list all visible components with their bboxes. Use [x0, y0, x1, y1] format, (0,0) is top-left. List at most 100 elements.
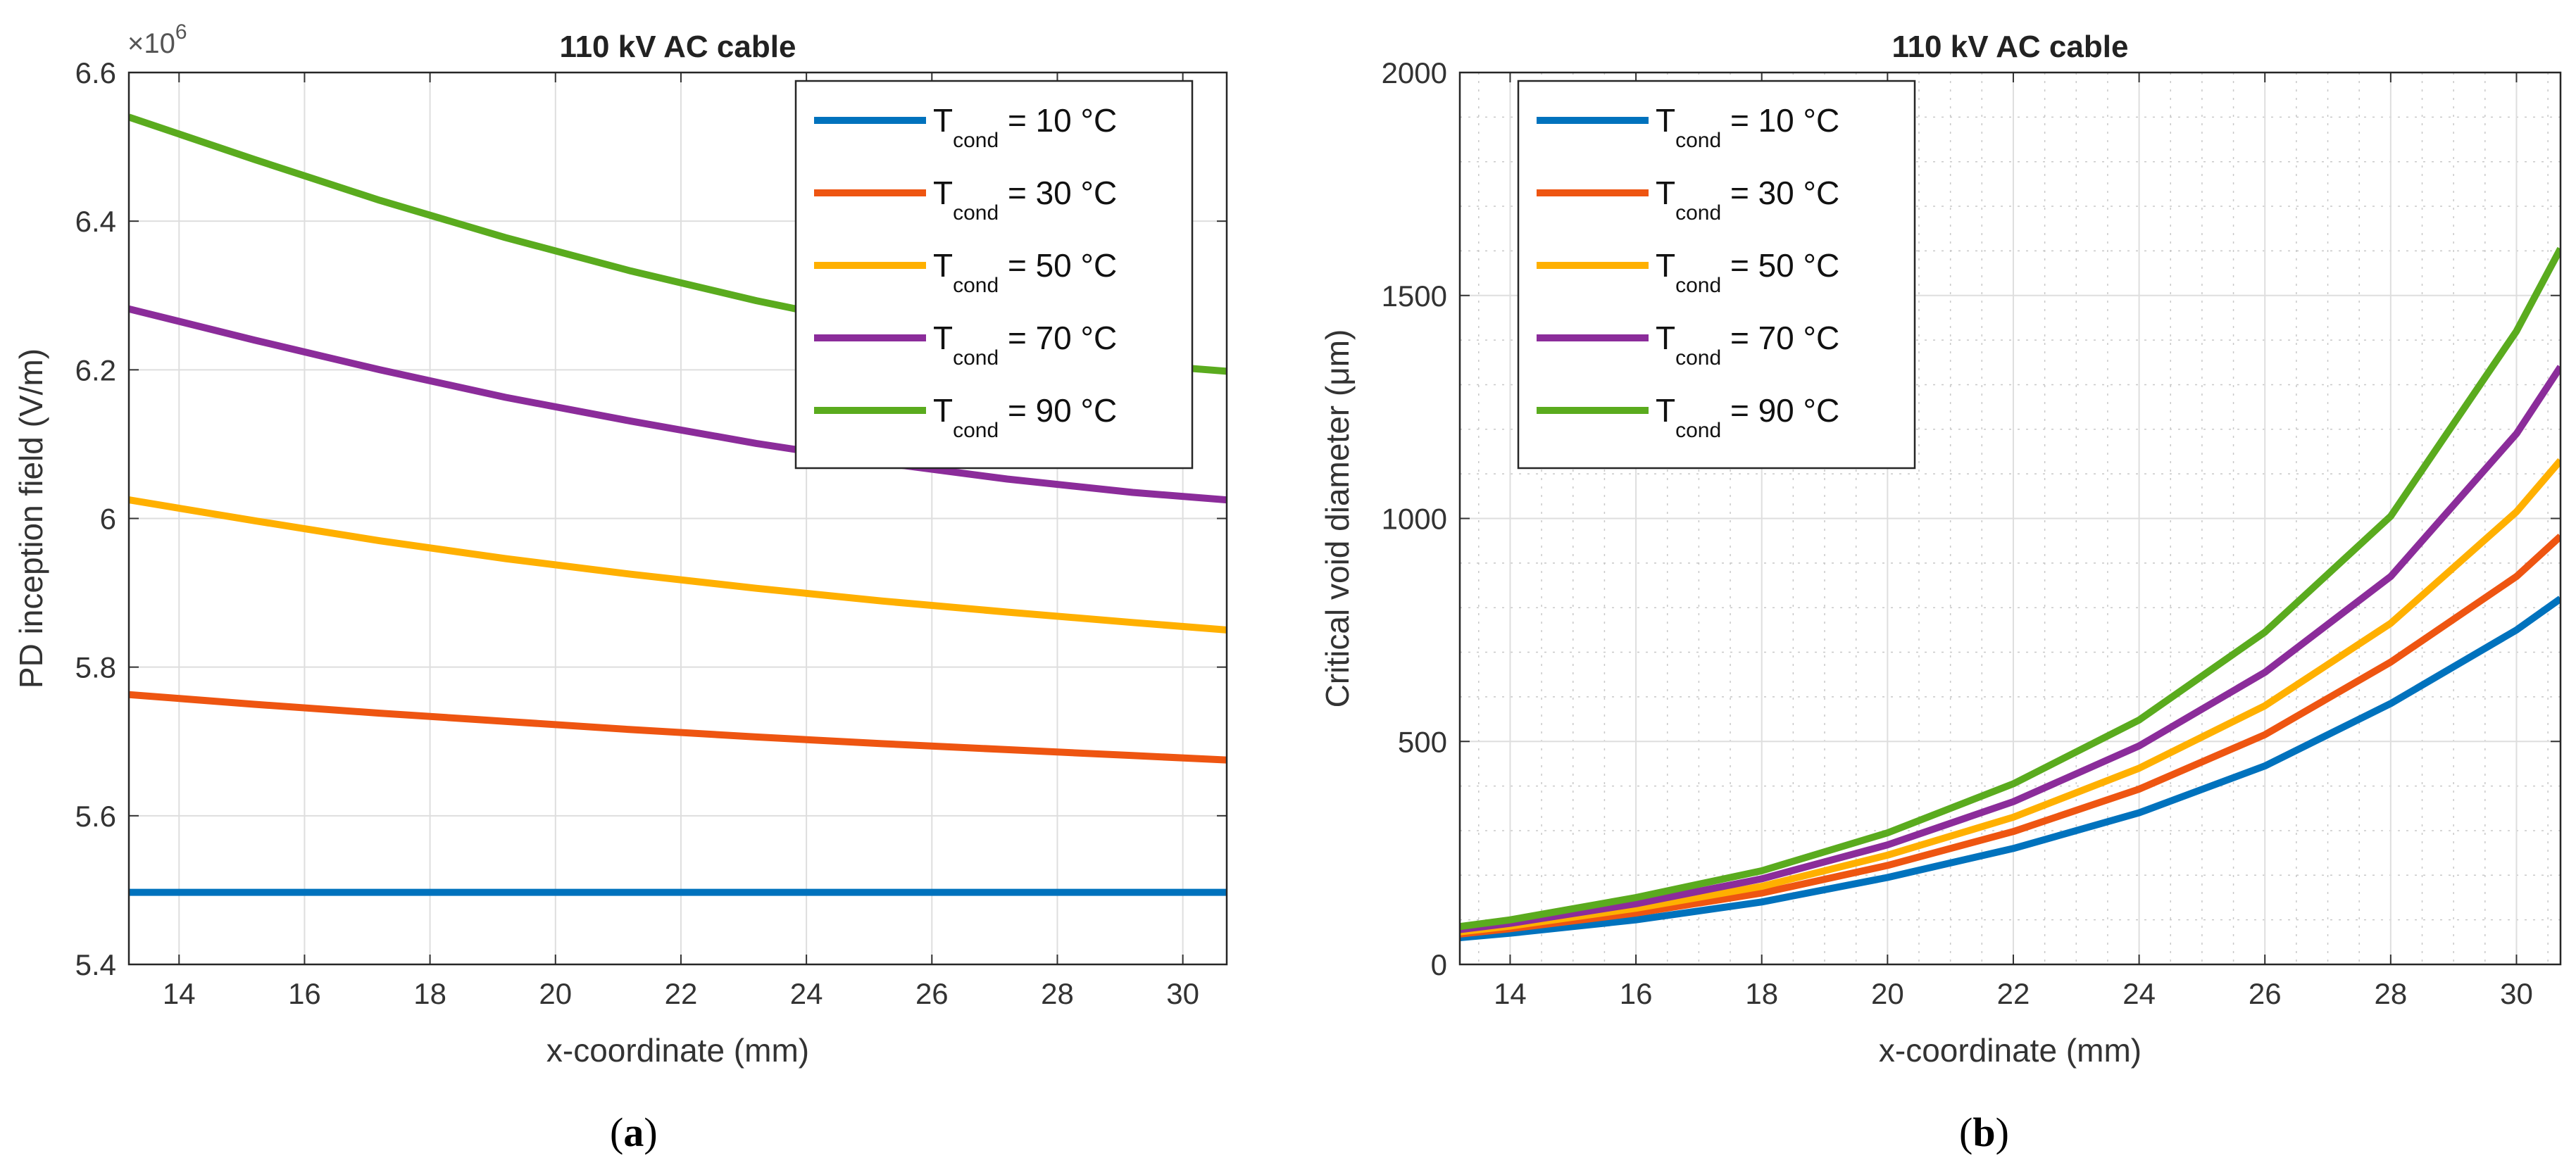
panel-caption: (a) — [610, 1109, 658, 1155]
x-tick-label: 18 — [1745, 977, 1778, 1010]
legend-label-suffix: = 70 °C — [1721, 320, 1839, 356]
panel-caption: (b) — [1959, 1109, 2009, 1155]
y-tick-label: 6.2 — [75, 353, 116, 386]
x-tick-label: 22 — [665, 977, 698, 1010]
x-tick-label: 24 — [790, 977, 823, 1010]
legend-label-3: Tcond = 70 °C — [933, 320, 1117, 370]
series-line-2 — [129, 496, 1227, 634]
chart-title: 110 kV AC cable — [1892, 30, 2129, 64]
legend-label-suffix: = 90 °C — [1721, 392, 1839, 429]
legend-label-main: T — [933, 392, 953, 429]
legend-label-main: T — [1656, 247, 1675, 284]
legend-label-suffix: = 30 °C — [1721, 175, 1839, 211]
y-exponent: ×106 — [127, 20, 187, 59]
legend-label-suffix: = 10 °C — [999, 102, 1117, 139]
legend-label-main: T — [1656, 320, 1675, 356]
legend-label-main: T — [1656, 102, 1675, 139]
legend-label-suffix: = 30 °C — [999, 175, 1117, 211]
series-line-1 — [129, 691, 1227, 764]
legend-label-subscript: cond — [1675, 201, 1721, 225]
series-group — [129, 113, 1227, 896]
series-line-0 — [1460, 596, 2561, 941]
legend-label-subscript: cond — [1675, 129, 1721, 152]
axes-box — [127, 71, 1228, 966]
x-tick-label: 22 — [1997, 977, 2030, 1010]
series-line-2 — [1460, 458, 2561, 936]
series-group — [1460, 246, 2561, 941]
y-tick-label: 6.4 — [75, 205, 116, 238]
legend-label-0: Tcond = 10 °C — [1656, 102, 1839, 152]
caption-close: ) — [644, 1109, 657, 1155]
y-axis-label: PD inception field (V/m) — [13, 348, 49, 688]
series-line-4 — [1460, 246, 2561, 931]
series-line-3 — [129, 305, 1227, 504]
legend-label-subscript: cond — [953, 419, 999, 442]
legend-label-suffix: = 50 °C — [1721, 247, 1839, 284]
y-tick-label: 1500 — [1382, 279, 1447, 313]
legend-label-2: Tcond = 50 °C — [1656, 247, 1839, 297]
legend-label-subscript: cond — [1675, 419, 1721, 442]
y-tick-label: 5.6 — [75, 800, 116, 833]
legend-label-1: Tcond = 30 °C — [933, 175, 1117, 225]
y-tick-label: 6 — [100, 503, 116, 536]
legend-label-main: T — [933, 247, 953, 284]
legend-label-subscript: cond — [953, 129, 999, 152]
legend-label-subscript: cond — [953, 346, 999, 370]
series-line-3 — [1460, 365, 2561, 933]
y-tick-label: 5.4 — [75, 948, 116, 981]
x-tick-label: 28 — [2374, 977, 2407, 1010]
legend-label-subscript: cond — [1675, 346, 1721, 370]
x-tick-label: 14 — [1494, 977, 1527, 1010]
axes-box — [1458, 71, 2562, 966]
legend-label-suffix: = 50 °C — [999, 247, 1117, 284]
y-tick-label: 1000 — [1382, 503, 1447, 536]
y-tick-label: 500 — [1398, 725, 1447, 758]
legend-label-4: Tcond = 90 °C — [1656, 392, 1839, 442]
x-tick-label: 20 — [1871, 977, 1904, 1010]
y-tick-label: 5.8 — [75, 651, 116, 684]
caption-close: ) — [1996, 1109, 2009, 1155]
caption-open: ( — [1959, 1109, 1972, 1155]
series-line-1 — [1460, 534, 2561, 938]
x-tick-label: 18 — [413, 977, 446, 1010]
legend-label-0: Tcond = 10 °C — [933, 102, 1117, 152]
x-tick-label: 30 — [2500, 977, 2533, 1010]
x-tick-label: 20 — [539, 977, 572, 1010]
caption-open: ( — [610, 1109, 623, 1155]
y-tick-label: 0 — [1431, 948, 1447, 981]
y-exponent-base: ×10 — [127, 28, 175, 59]
x-tick-label: 26 — [915, 977, 949, 1010]
x-tick-label: 16 — [1620, 977, 1653, 1010]
legend-label-main: T — [933, 320, 953, 356]
x-tick-label: 26 — [2249, 977, 2282, 1010]
legend-label-suffix: = 90 °C — [999, 392, 1117, 429]
y-tick-label: 6.6 — [75, 56, 116, 89]
legend-label-1: Tcond = 30 °C — [1656, 175, 1839, 225]
x-tick-label: 24 — [2122, 977, 2156, 1010]
legend-label-subscript: cond — [953, 201, 999, 225]
legend-box — [794, 80, 1194, 470]
legend-label-suffix: = 10 °C — [1721, 102, 1839, 139]
chart-title: 110 kV AC cable — [560, 30, 796, 64]
legend-label-2: Tcond = 50 °C — [933, 247, 1117, 297]
caption-letter: a — [623, 1109, 644, 1155]
legend-label-main: T — [933, 175, 953, 211]
x-tick-label: 14 — [163, 977, 196, 1010]
chart-panel-a: 14 16 18 20 22 24 26 28 30 5.4 5.6 5.8 6 6.2 6.4 6.6 110… — [13, 20, 1228, 1155]
legend-label-main: T — [1656, 392, 1675, 429]
x-tick-label: 28 — [1041, 977, 1074, 1010]
y-axis-label: Critical void diameter (μm) — [1319, 329, 1356, 708]
legend-label-main: T — [933, 102, 953, 139]
legend-label-subscript: cond — [953, 274, 999, 297]
chart-panel-b: 14 16 18 20 22 24 26 28 30 0 500 1000 1500 2000 110 kV… — [1319, 30, 2562, 1155]
x-axis-label: x-coordinate (mm) — [1879, 1032, 2142, 1069]
legend-label-suffix: = 70 °C — [999, 320, 1117, 356]
legend-label-main: T — [1656, 175, 1675, 211]
caption-letter: b — [1972, 1109, 1995, 1155]
legend-label-3: Tcond = 70 °C — [1656, 320, 1839, 370]
y-tick-label: 2000 — [1382, 56, 1447, 89]
x-axis-label: x-coordinate (mm) — [546, 1032, 809, 1069]
